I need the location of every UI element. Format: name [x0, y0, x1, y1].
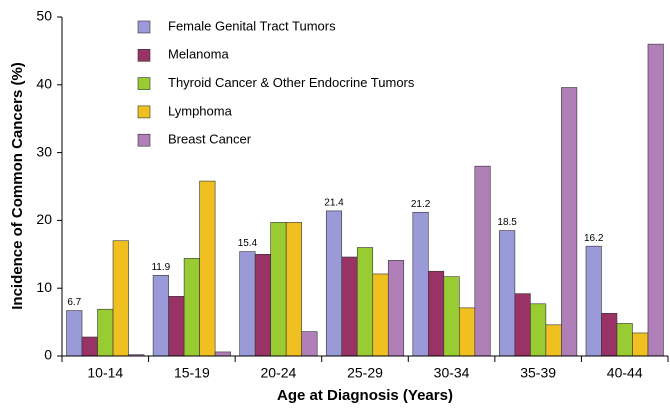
legend-swatch	[137, 133, 151, 147]
legend-label: Lymphoma	[168, 103, 233, 118]
bar	[214, 351, 231, 357]
value-label: 6.7	[67, 297, 81, 308]
y-tick-label: 40	[36, 76, 52, 92]
y-tick-label: 0	[44, 347, 52, 363]
bar	[647, 43, 664, 357]
y-axis-title: Incidence of Common Cancers (%)	[9, 62, 26, 310]
y-tick-label: 20	[36, 211, 52, 227]
bar	[239, 251, 256, 357]
value-label: 15.4	[238, 238, 258, 249]
x-tick-label: 25-29	[347, 365, 383, 381]
legend-label: Melanoma	[168, 47, 229, 62]
x-tick-label: 30-34	[434, 365, 470, 381]
x-tick-label: 20-24	[261, 365, 297, 381]
x-tick-label: 10-14	[87, 365, 123, 381]
x-tick-label: 40-44	[607, 365, 643, 381]
bar	[474, 165, 491, 357]
legend-label: Female Genital Tract Tumors	[168, 18, 336, 33]
bar	[428, 270, 445, 357]
bar	[301, 331, 318, 357]
bar	[66, 310, 83, 357]
bar	[499, 230, 516, 357]
value-label: 21.2	[411, 199, 431, 210]
bar	[183, 258, 200, 357]
legend-swatch	[137, 77, 151, 90]
bar	[112, 240, 129, 357]
value-label: 11.9	[151, 262, 170, 273]
bar	[254, 254, 271, 357]
bar	[514, 293, 531, 357]
value-label: 16.2	[584, 233, 604, 244]
x-tick-label: 15-19	[174, 365, 210, 381]
bar	[459, 307, 476, 357]
bar	[545, 324, 562, 357]
bar	[341, 256, 358, 357]
legend-label: Breast Cancer	[168, 132, 252, 147]
legend-swatch	[137, 105, 151, 119]
bar	[270, 222, 287, 357]
bar	[387, 260, 405, 357]
bar	[199, 180, 216, 357]
y-tick-label: 10	[36, 279, 52, 295]
bar	[168, 296, 185, 357]
legend-swatch	[137, 48, 151, 62]
bar	[443, 276, 460, 357]
bar	[561, 87, 578, 357]
bar	[585, 245, 602, 357]
x-axis-title: Age at Diagnosis (Years)	[277, 387, 453, 404]
y-tick-label: 30	[36, 143, 52, 159]
bar	[356, 247, 374, 357]
bar	[530, 303, 547, 357]
legend-swatch	[137, 20, 151, 34]
bar	[81, 336, 98, 357]
bar	[97, 308, 114, 357]
bar	[372, 273, 389, 357]
bar	[616, 323, 633, 357]
legend-label: Thyroid Cancer & Other Endocrine Tumors	[168, 75, 415, 90]
bar	[285, 222, 302, 357]
bar	[152, 275, 169, 357]
value-label: 21.4	[324, 198, 344, 209]
bar	[412, 211, 429, 357]
x-tick-label: 35-39	[520, 365, 556, 381]
bar	[601, 312, 618, 357]
value-label: 18.5	[497, 217, 517, 228]
bar	[632, 332, 649, 357]
y-tick-label: 50	[36, 8, 52, 24]
bar	[325, 210, 343, 357]
